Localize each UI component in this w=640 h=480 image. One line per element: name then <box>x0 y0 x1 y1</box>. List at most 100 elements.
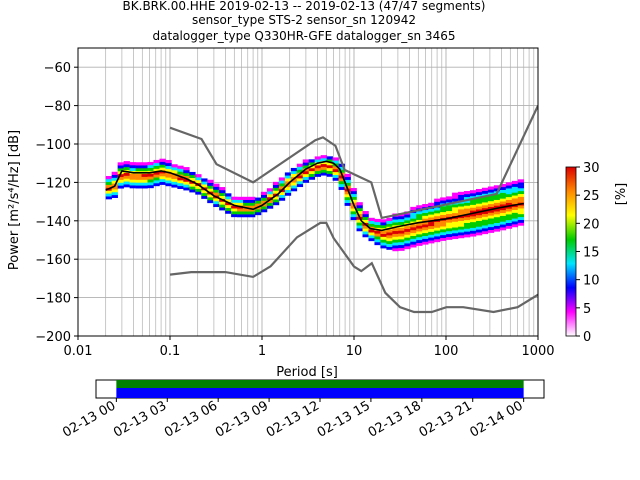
psd-cell <box>517 216 525 220</box>
psd-cell <box>392 242 399 246</box>
psd-cell <box>487 200 495 205</box>
psd-cell <box>183 167 190 171</box>
psd-cell <box>469 224 477 228</box>
psd-cell <box>493 205 501 209</box>
psd-cell <box>213 200 220 205</box>
psd-cell <box>464 228 471 232</box>
psd-cell <box>410 206 417 211</box>
psd-cell <box>237 196 244 200</box>
coverage-bar <box>116 388 524 398</box>
psd-cell <box>487 206 495 210</box>
psd-cell <box>314 165 321 169</box>
psd-cell <box>141 168 148 172</box>
psd-cell <box>189 186 196 190</box>
psd-cell <box>446 225 453 229</box>
colorbar-tick-label: 20 <box>583 217 600 232</box>
psd-cell <box>129 179 136 183</box>
psd-cell <box>404 237 411 241</box>
psd-cell <box>428 222 435 227</box>
psd-cell <box>511 206 519 210</box>
psd-cell <box>464 214 471 218</box>
psd-cell <box>272 190 280 194</box>
psd-cell <box>231 202 238 206</box>
psd-cell <box>266 199 274 203</box>
psd-cell <box>386 217 393 222</box>
psd-cell <box>499 192 507 196</box>
psd-cell <box>129 176 136 180</box>
psd-cell <box>362 234 369 238</box>
psd-cell <box>458 229 465 233</box>
x-tick-label: 1 <box>258 344 266 359</box>
psd-cell <box>374 224 381 228</box>
x-axis-label: Period [s] <box>276 365 338 380</box>
psd-cell <box>481 213 489 217</box>
psd-cell <box>475 194 483 198</box>
psd-cell <box>481 207 489 212</box>
psd-cell <box>225 201 232 206</box>
psd-cell <box>302 179 310 183</box>
psd-cell <box>350 193 357 197</box>
psd-cell <box>392 219 399 223</box>
psd-cell <box>350 190 357 195</box>
psd-cell <box>260 206 268 210</box>
psd-cell <box>356 228 363 232</box>
psd-cell <box>499 206 507 211</box>
psd-cell <box>272 187 280 191</box>
psd-cell <box>135 173 142 177</box>
psd-cell <box>392 233 399 237</box>
psd-cell <box>374 239 381 243</box>
psd-cell <box>129 182 136 186</box>
psd-cell <box>404 243 411 247</box>
colorbar-ticks: 0 5 10 15 20 25 30 <box>576 161 600 345</box>
psd-cell <box>171 164 178 168</box>
psd-cell <box>207 199 214 204</box>
psd-cell <box>225 193 232 197</box>
psd-cell <box>105 184 112 188</box>
psd-cell <box>416 216 423 220</box>
psd-cell <box>416 211 423 215</box>
psd-cell <box>458 191 465 196</box>
psd-cell <box>177 171 184 175</box>
psd-cell <box>302 162 310 166</box>
y-tick-label: −100 <box>35 138 71 153</box>
psd-cell <box>469 210 477 214</box>
psd-cell <box>505 219 513 224</box>
psd-cell <box>458 220 465 224</box>
psd-cell <box>475 214 483 219</box>
psd-cell <box>458 209 465 213</box>
psd-cell <box>159 164 166 168</box>
psd-cell <box>296 183 304 188</box>
psd-cell <box>308 167 316 172</box>
psd-cell <box>117 162 124 166</box>
psd-cell <box>231 205 238 209</box>
psd-cell <box>207 197 214 201</box>
psd-cell <box>368 223 375 227</box>
psd-cell <box>386 235 393 239</box>
psd-cell <box>249 199 256 203</box>
psd-cell <box>183 184 190 188</box>
psd-cell <box>213 198 220 202</box>
psd-cell <box>452 230 459 234</box>
psd-cell <box>434 233 441 237</box>
psd-cell <box>458 235 465 239</box>
psd-cell <box>231 208 238 212</box>
psd-cell <box>225 196 232 200</box>
psd-cell <box>464 196 471 200</box>
psd-cell <box>422 235 429 239</box>
grid <box>77 48 538 337</box>
psd-cell <box>350 205 357 209</box>
psd-cell <box>422 238 429 242</box>
psd-cell <box>416 205 423 209</box>
psd-cell <box>416 222 423 226</box>
psd-cell <box>493 196 501 200</box>
psd-cell <box>320 172 327 176</box>
psd-cell <box>278 194 286 198</box>
psd-cell <box>374 221 381 225</box>
psd-cell <box>165 183 172 187</box>
psd-cell <box>422 209 429 213</box>
psd-cell <box>422 212 429 216</box>
psd-cell <box>493 214 501 218</box>
psd-cell <box>123 184 130 188</box>
psd-cell <box>481 199 489 203</box>
psd-cell <box>511 198 519 202</box>
